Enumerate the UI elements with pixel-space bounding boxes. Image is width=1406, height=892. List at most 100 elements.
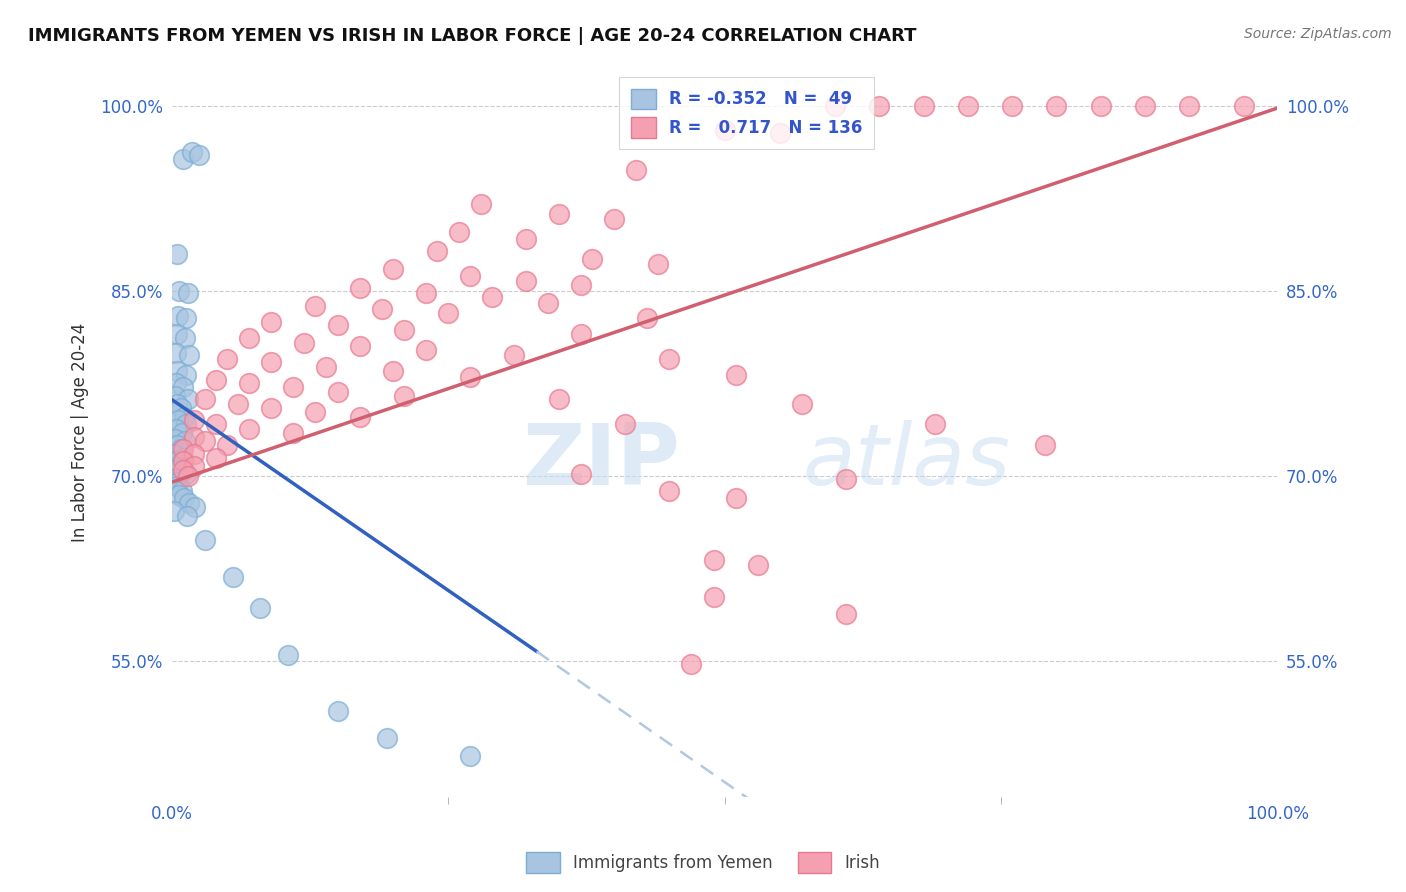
Point [172,152,194,166]
Point [349,409,371,424]
Point [569,467,592,481]
Point [166,438,188,452]
Point [169,401,191,416]
Point [868,98,890,112]
Point [174,434,197,449]
Point [283,425,305,440]
Point [167,309,190,323]
Point [170,483,193,498]
Point [165,376,187,391]
Point [349,281,371,295]
Point [458,268,481,283]
Point [174,310,197,325]
Point [194,434,217,449]
Point [172,454,194,468]
Point [260,355,283,369]
Point [392,389,415,403]
Point [1033,438,1056,452]
Point [1001,98,1024,112]
Point [172,463,194,477]
Point [177,392,200,407]
Point [169,459,191,474]
Point [174,467,197,481]
Point [260,401,283,416]
Point [503,348,526,362]
Point [238,422,260,436]
Point [547,207,569,221]
Point [912,98,935,112]
Point [215,438,238,452]
Point [183,447,205,461]
Point [835,471,858,485]
Point [183,459,205,474]
Point [924,417,946,432]
Point [658,483,681,498]
Point [163,503,186,517]
Point [172,442,194,456]
Point [277,648,299,662]
Point [415,343,437,357]
Point [292,335,315,350]
Point [381,261,404,276]
Point [163,463,186,477]
Point [647,257,669,271]
Point [174,368,197,382]
Point [184,500,207,514]
Point [166,479,188,493]
Point [724,491,747,506]
Point [326,704,349,718]
Point [166,326,188,341]
Point [603,212,626,227]
Point [194,392,217,407]
Point [170,425,193,440]
Point [179,348,201,362]
Point [349,339,371,353]
Point [194,533,217,548]
Point [183,429,205,443]
Point [165,454,187,468]
Point [174,331,197,345]
Point [177,286,200,301]
Point [1233,98,1256,112]
Point [180,145,202,160]
Point [713,123,735,137]
Point [215,351,238,366]
Point [1090,98,1112,112]
Point [569,277,592,292]
Point [326,385,349,400]
Point [304,299,326,313]
Point [163,432,186,446]
Point [177,469,200,483]
Point [221,570,243,584]
Point [166,397,188,411]
Point [169,442,191,456]
Point [174,417,197,432]
Point [1133,98,1156,112]
Point [172,450,194,465]
Point [226,397,249,411]
Point [166,364,188,378]
Point [371,302,394,317]
Point [188,148,211,162]
Point [481,290,503,304]
Text: Source: ZipAtlas.com: Source: ZipAtlas.com [1244,27,1392,41]
Point [614,417,637,432]
Text: IMMIGRANTS FROM YEMEN VS IRISH IN LABOR FORCE | AGE 20-24 CORRELATION CHART: IMMIGRANTS FROM YEMEN VS IRISH IN LABOR … [28,27,917,45]
Point [769,126,792,140]
Point [169,487,191,501]
Legend: R = -0.352   N =  49, R =   0.717   N = 136: R = -0.352 N = 49, R = 0.717 N = 136 [619,77,875,149]
Point [165,345,187,359]
Point [315,360,337,375]
Point [326,318,349,333]
Point [790,397,813,411]
Point [415,286,437,301]
Point [179,496,201,510]
Point [381,364,404,378]
Point [167,475,190,490]
Point [515,274,537,288]
Point [283,380,305,394]
Point [537,296,560,310]
Point [173,491,195,506]
Point [205,373,228,387]
Point [426,244,449,259]
